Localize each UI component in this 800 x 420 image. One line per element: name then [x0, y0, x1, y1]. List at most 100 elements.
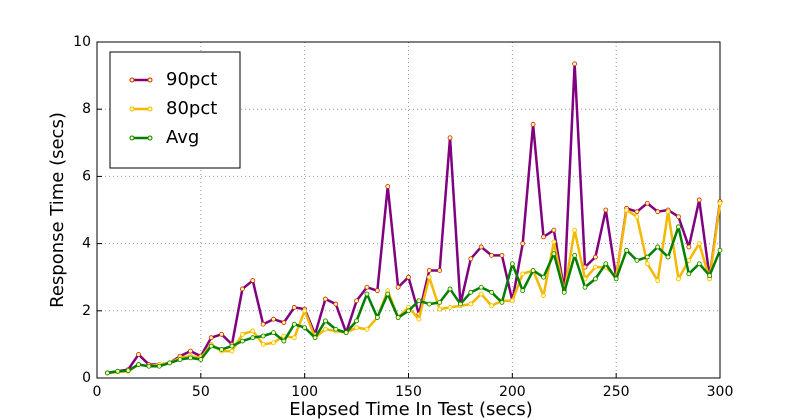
x-tick-label: 250	[603, 384, 630, 400]
point-marker	[385, 184, 391, 189]
point-marker	[582, 284, 588, 290]
point-marker	[509, 298, 515, 304]
point-marker	[603, 261, 609, 267]
point-marker	[271, 316, 276, 322]
point-marker	[655, 244, 661, 250]
point-marker	[696, 241, 702, 247]
legend-marker	[147, 135, 153, 141]
point-marker	[665, 254, 671, 260]
point-marker	[634, 257, 640, 263]
point-marker	[676, 276, 681, 282]
point-marker	[665, 209, 671, 215]
point-marker	[323, 326, 328, 332]
legend-marker	[129, 106, 135, 112]
point-marker	[572, 252, 578, 258]
point-marker	[468, 289, 474, 295]
x-tick-label: 100	[291, 384, 318, 400]
point-marker	[271, 340, 276, 346]
point-marker	[489, 252, 494, 258]
point-marker	[478, 291, 484, 297]
point-marker	[302, 325, 308, 331]
point-marker	[593, 254, 598, 260]
point-marker	[551, 227, 557, 233]
point-marker	[717, 247, 723, 253]
x-tick-label: 0	[93, 384, 102, 400]
point-marker	[634, 214, 640, 220]
point-marker	[406, 308, 411, 314]
point-marker	[655, 209, 661, 215]
point-marker	[634, 209, 640, 215]
point-marker	[167, 360, 173, 366]
point-marker	[509, 261, 515, 267]
legend-marker	[147, 77, 153, 83]
point-marker	[260, 333, 266, 339]
x-tick-label: 300	[707, 384, 734, 400]
point-marker	[676, 214, 681, 220]
point-marker	[364, 284, 370, 290]
point-marker	[593, 276, 598, 282]
point-marker	[437, 268, 443, 273]
point-marker	[686, 244, 692, 250]
y-tick-label: 0	[82, 370, 91, 386]
point-marker	[478, 244, 484, 250]
x-tick-label: 50	[192, 384, 210, 400]
point-marker	[561, 289, 567, 295]
point-marker	[530, 121, 536, 127]
series-line	[107, 203, 722, 375]
point-marker	[644, 200, 650, 206]
point-marker	[572, 61, 578, 67]
point-marker	[239, 338, 245, 344]
point-marker	[136, 352, 141, 357]
point-marker	[603, 207, 609, 213]
point-marker	[156, 363, 162, 369]
point-marker	[437, 306, 443, 312]
point-marker	[136, 362, 141, 367]
point-marker	[696, 261, 702, 267]
point-marker	[239, 331, 245, 337]
point-marker	[125, 368, 131, 374]
point-marker	[551, 251, 557, 257]
legend-marker	[129, 135, 135, 141]
point-marker	[572, 227, 578, 233]
point-marker	[520, 288, 526, 294]
point-marker	[541, 234, 546, 240]
point-marker	[291, 321, 297, 327]
point-marker	[520, 271, 526, 277]
point-marker	[395, 284, 401, 290]
point-marker	[468, 301, 474, 307]
point-marker	[468, 256, 474, 262]
point-marker	[458, 301, 463, 307]
point-marker	[541, 274, 546, 280]
point-marker	[198, 357, 204, 362]
point-marker	[271, 330, 276, 336]
point-marker	[499, 252, 505, 258]
point-marker	[520, 241, 526, 247]
point-marker	[208, 343, 214, 349]
point-marker	[323, 296, 328, 302]
point-marker	[416, 316, 422, 322]
point-marker	[281, 338, 287, 344]
point-marker	[364, 291, 370, 297]
point-marker	[229, 343, 235, 349]
x-axis-label: Elapsed Time In Test (secs)	[289, 399, 533, 420]
point-marker	[208, 335, 214, 341]
series-line	[107, 225, 722, 375]
point-marker	[219, 331, 225, 337]
point-marker	[188, 355, 193, 361]
point-marker	[229, 348, 235, 354]
point-marker	[146, 363, 152, 369]
point-marker	[374, 288, 380, 294]
point-marker	[426, 301, 432, 307]
point-marker	[447, 135, 453, 141]
point-marker	[291, 335, 297, 341]
point-marker	[343, 330, 349, 336]
point-marker	[717, 200, 723, 206]
point-marker	[541, 293, 546, 299]
legend-label: 80pct	[166, 98, 217, 119]
point-marker	[239, 286, 245, 292]
x-tick-label: 200	[499, 384, 526, 400]
legend-label: Avg	[166, 127, 199, 148]
point-marker	[333, 326, 339, 332]
